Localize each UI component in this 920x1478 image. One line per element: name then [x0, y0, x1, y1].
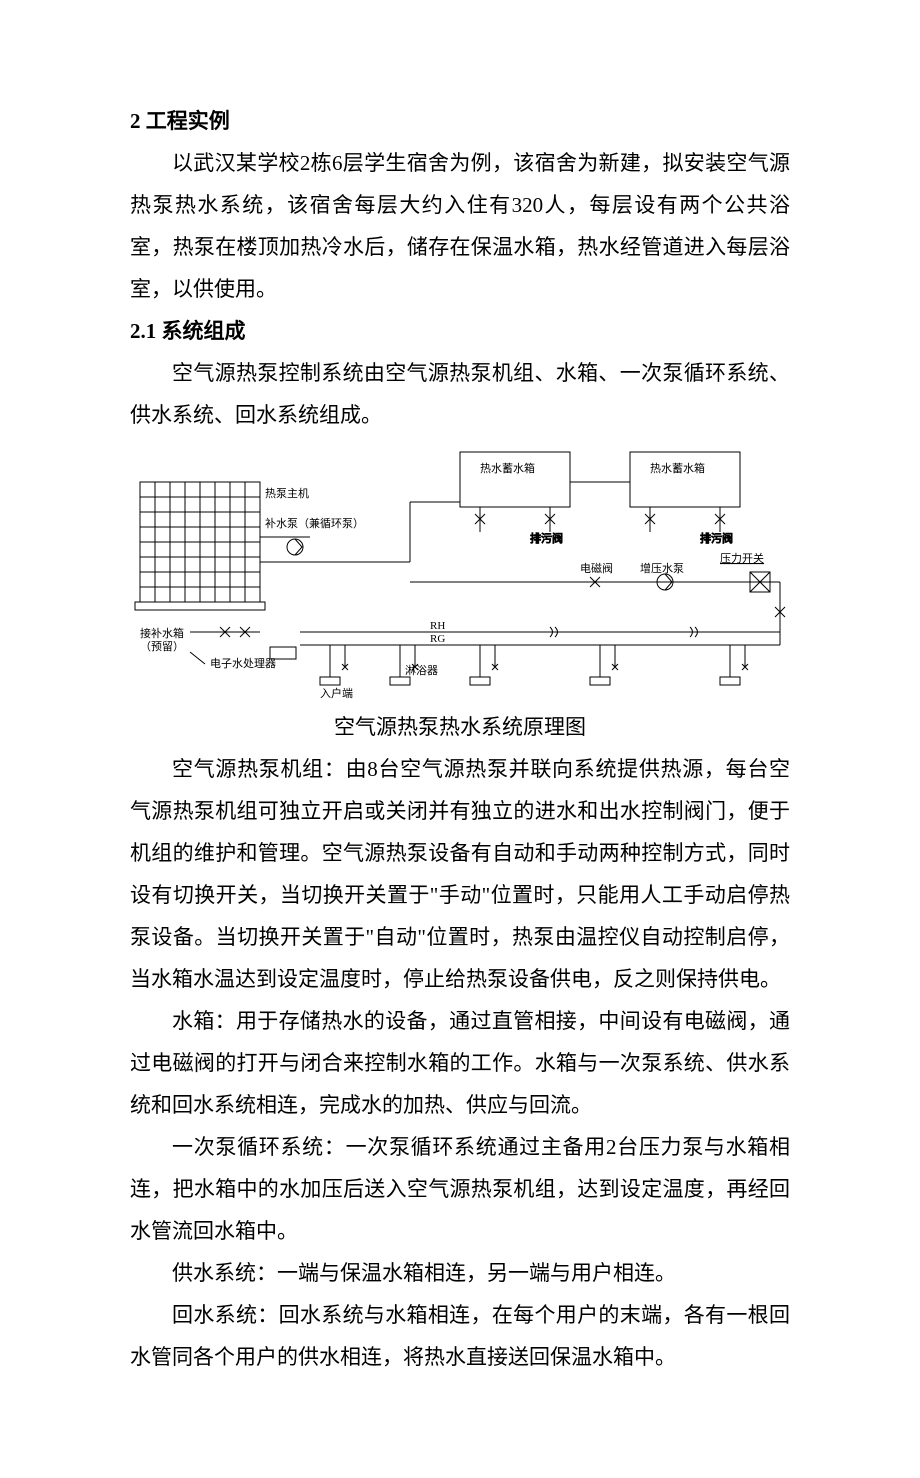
figure-caption: 空气源热泵热水系统原理图	[130, 706, 790, 748]
paragraph-2: 空气源热泵控制系统由空气源热泵机组、水箱、一次泵循环系统、供水系统、回水系统组成…	[130, 352, 790, 436]
label-boost-pump: 增压水泵	[640, 561, 684, 575]
section-2-title: 工程实例	[146, 109, 230, 133]
paragraph-1: 以武汉某学校2栋6层学生宿舍为例，该宿舍为新建，拟安装空气源热泵热水系统，该宿舍…	[130, 142, 790, 310]
label-makeup-tank-1: 接补水箱	[140, 626, 184, 640]
label-solenoid-valve: 电磁阀	[580, 561, 613, 575]
section-2-heading: 2 工程实例	[130, 100, 790, 142]
label-rg: RG	[430, 633, 445, 645]
label-makeup-tank-2: （预留）	[140, 640, 184, 653]
label-tank-2: 热水蓄水箱	[650, 461, 705, 475]
document-page: 2 工程实例 以武汉某学校2栋6层学生宿舍为例，该宿舍为新建，拟安装空气源热泵热…	[0, 0, 920, 1478]
diagram-svg: 热泵主机 接补水箱 （预留） 电子水处理器 补水泵（兼循环泵）	[130, 442, 790, 702]
user-drop-5	[720, 645, 748, 685]
paragraph-4: 水箱：用于存储热水的设备，通过直管相接，中间设有电磁阀，通过电磁阀的打开与闭合来…	[130, 1000, 790, 1126]
user-drop-3	[470, 645, 498, 685]
section-2-1-num: 2.1	[130, 319, 156, 343]
section-2-1-title: 系统组成	[162, 319, 246, 343]
label-ewt: 电子水处理器	[210, 657, 276, 670]
label-hp-host: 热泵主机	[265, 486, 309, 500]
user-drop-1	[320, 645, 348, 685]
user-drop-4	[590, 645, 618, 685]
label-pressure-switch: 压力开关	[720, 551, 764, 565]
paragraph-3: 空气源热泵机组：由8台空气源热泵并联向系统提供热源，每台空气源热泵机组可独立开启…	[130, 748, 790, 1000]
label-drain-2: 排污阀	[700, 531, 733, 545]
label-user-end: 入户端	[320, 686, 353, 700]
label-rh: RH	[430, 620, 445, 632]
section-2-1-heading: 2.1 系统组成	[130, 310, 790, 352]
paragraph-6: 供水系统：一端与保温水箱相连，另一端与用户相连。	[130, 1252, 790, 1294]
paragraph-5: 一次泵循环系统：一次泵循环系统通过主备用2台压力泵与水箱相连，把水箱中的水加压后…	[130, 1126, 790, 1252]
paragraph-7: 回水系统：回水系统与水箱相连，在每个用户的末端，各有一根回水管同各个用户的供水相…	[130, 1294, 790, 1378]
section-2-num: 2	[130, 109, 141, 133]
system-diagram: 热泵主机 接补水箱 （预留） 电子水处理器 补水泵（兼循环泵）	[130, 442, 790, 702]
label-makeup-pump: 补水泵（兼循环泵）	[265, 517, 364, 530]
label-drain-1: 排污阀	[530, 531, 563, 545]
label-shower: 淋浴器	[405, 664, 438, 677]
label-tank-1: 热水蓄水箱	[480, 461, 535, 475]
